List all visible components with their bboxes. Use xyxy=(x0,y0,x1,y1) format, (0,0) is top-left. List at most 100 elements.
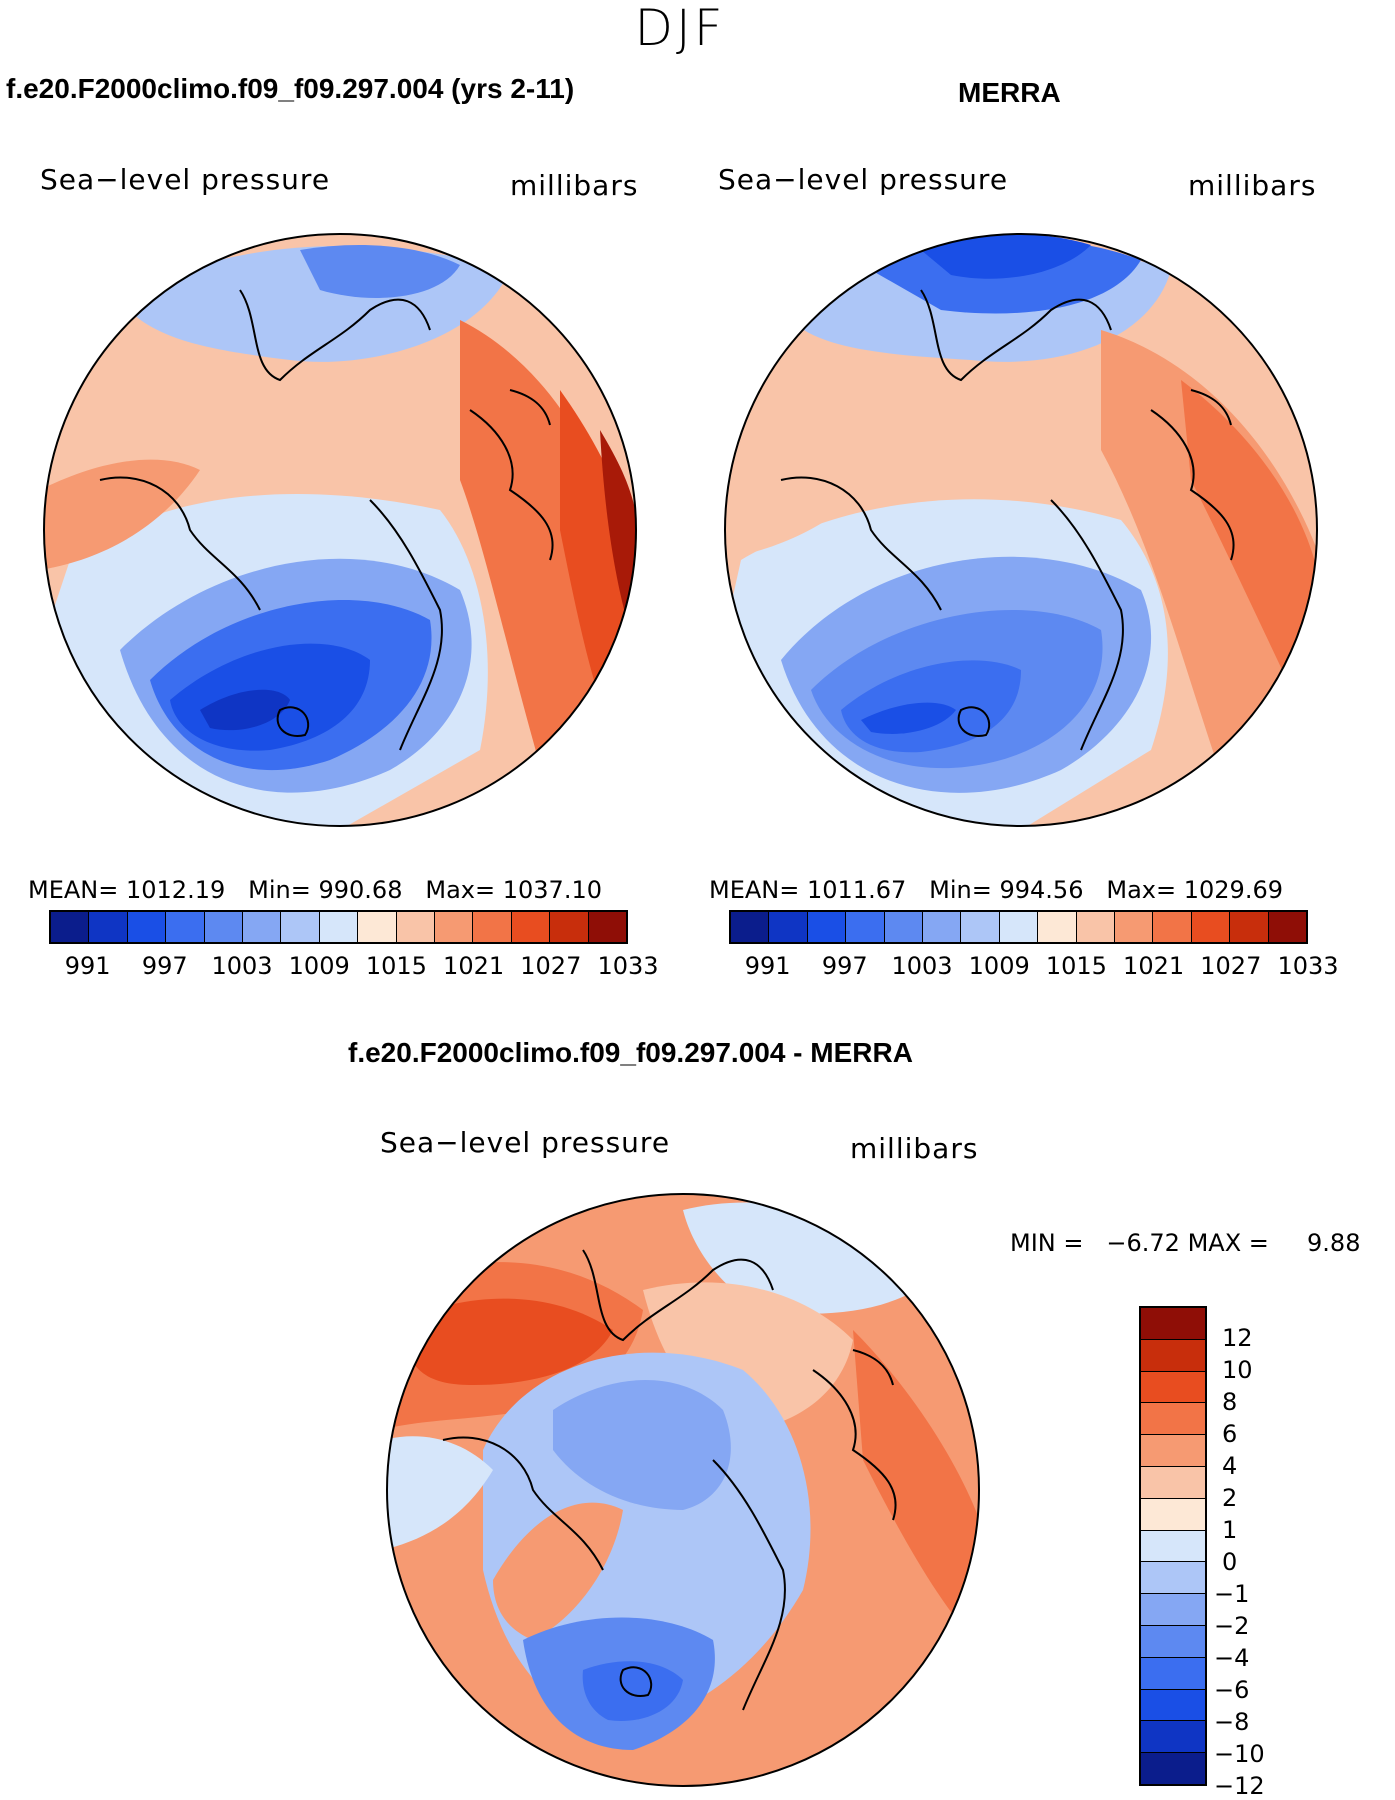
diff-colorbar-tick-label: 4 xyxy=(1222,1452,1238,1480)
panel1-coastlines xyxy=(99,289,554,751)
panel1-mean-label: MEAN= xyxy=(28,876,119,904)
panel1-colorbar-swatch xyxy=(550,912,589,942)
panel1-colorbar-swatch xyxy=(281,912,320,942)
diff-colorbar-tick-label: 0 xyxy=(1222,1548,1238,1576)
diff-field-asia-core xyxy=(403,1298,613,1385)
panel1-field-pacific-low-core xyxy=(300,245,460,298)
panel2-colorbar-swatch xyxy=(1115,912,1154,942)
panel2-colorbar-swatch xyxy=(807,912,847,942)
panel2-colorbar-swatch xyxy=(1191,912,1231,942)
panel1-colorbar-tick-label: 1003 xyxy=(211,952,273,980)
panel2-colorbar-tick-label: 1033 xyxy=(1277,952,1339,980)
panel2-colorbar-swatch xyxy=(1076,912,1116,942)
panel1-polar-map xyxy=(43,233,637,827)
panel1-stats: MEAN= 1012.19 Min= 990.68 Max= 1037.10 xyxy=(28,875,602,905)
panel1-field-west-band xyxy=(44,459,200,570)
diff-max-label: MAX = xyxy=(1187,1229,1269,1257)
panel1-colorbar-swatch xyxy=(166,912,205,942)
diff-colorbar-swatch xyxy=(1141,1308,1205,1340)
diff-colorbar-swatch xyxy=(1141,1625,1205,1658)
diff-coastlines xyxy=(442,1249,897,1711)
panel1-colorbar-swatch xyxy=(396,912,436,942)
panel1-colorbar-tick-label: 1015 xyxy=(365,952,427,980)
panel2-min-value: 994.56 xyxy=(999,876,1084,904)
panel1-colorbar-swatch xyxy=(511,912,551,942)
panel2-mean-value: 1011.67 xyxy=(807,876,907,904)
panel2-colorbar-swatch xyxy=(961,912,1000,942)
panel1-colorbar-swatch xyxy=(127,912,167,942)
diff-units-label: millibars xyxy=(850,1132,979,1165)
panel1-colorbar-swatch xyxy=(588,912,627,942)
diff-colorbar-swatch xyxy=(1141,1403,1205,1436)
panel1-field-icelandic-low-core xyxy=(200,689,290,731)
panel1-colorbar-swatch xyxy=(319,912,359,942)
panel2-colorbar-tick-label: 1009 xyxy=(968,952,1030,980)
diff-max-value: 9.88 xyxy=(1307,1229,1361,1257)
diff-field-arctic-inner xyxy=(553,1380,731,1510)
diff-colorbar-swatch xyxy=(1141,1339,1205,1372)
panel2-coastlines xyxy=(780,289,1235,751)
panel2-colorbar-swatch xyxy=(999,912,1039,942)
panel1-colorbar-swatch xyxy=(89,912,128,942)
diff-colorbar-swatch xyxy=(1141,1530,1205,1563)
panel2-field-pacific-low-deep xyxy=(921,234,1091,279)
diff-colorbar-tick-label: −4 xyxy=(1214,1644,1250,1672)
diff-field-atlantic-core xyxy=(582,1661,683,1721)
diff-colorbar-swatch xyxy=(1141,1657,1205,1690)
panel2-max-label: Max= xyxy=(1106,876,1177,904)
diff-colorbar-tick-label: 6 xyxy=(1222,1420,1238,1448)
panel2-colorbar-tick-label: 1021 xyxy=(1123,952,1185,980)
panel2-colorbar-swatch xyxy=(846,912,885,942)
panel2-variable-label: Sea−level pressure xyxy=(718,163,1009,196)
panel1-colorbar-tick-label: 1027 xyxy=(520,952,582,980)
panel2-field-siberian-high-core xyxy=(1181,380,1317,750)
panel1-max-label: Max= xyxy=(425,876,496,904)
panel2-field-west-band xyxy=(725,465,871,560)
diff-min-value: −6.72 xyxy=(1106,1229,1180,1257)
panel1-colorbar-tick-label: 1033 xyxy=(597,952,659,980)
diff-field-pacific xyxy=(683,1202,943,1314)
diff-colorbar-swatch xyxy=(1141,1498,1205,1531)
panel1-colorbar-swatch xyxy=(243,912,282,942)
diff-colorbar-swatch xyxy=(1141,1371,1205,1404)
diff-colorbar-tick-label: 12 xyxy=(1222,1324,1253,1352)
panel2-colorbar-tick-label: 1003 xyxy=(891,952,953,980)
panel2-colorbar-swatch xyxy=(769,912,808,942)
diff-colorbar-swatch xyxy=(1141,1435,1205,1467)
diff-colorbar xyxy=(1139,1306,1207,1786)
panel2-colorbar-tick-label: 1027 xyxy=(1200,952,1262,980)
diff-title: f.e20.F2000climo.f09_f09.297.004 - MERRA xyxy=(348,1037,913,1068)
panel1-colorbar-swatch xyxy=(204,912,244,942)
diff-colorbar-swatch xyxy=(1141,1466,1205,1499)
panel1-colorbar-swatch xyxy=(358,912,397,942)
panel2-field-icelandic-low-core xyxy=(861,702,956,734)
panel2-polar-map xyxy=(724,233,1318,827)
panel1-variable-label: Sea−level pressure xyxy=(40,163,331,196)
diff-colorbar-tick-label: 2 xyxy=(1222,1484,1238,1512)
panel2-colorbar-tick-label: 991 xyxy=(744,952,791,980)
diff-colorbar-swatch xyxy=(1141,1562,1205,1595)
panel1-colorbar-swatch xyxy=(473,912,512,942)
diff-colorbar-tick-label: 10 xyxy=(1222,1356,1253,1384)
diff-colorbar-swatch xyxy=(1141,1594,1205,1626)
diff-field-west-pale xyxy=(387,1436,493,1550)
panel1-units-label: millibars xyxy=(510,169,639,202)
diff-colorbar-swatch xyxy=(1141,1689,1205,1722)
panel2-mean-label: MEAN= xyxy=(709,876,800,904)
panel2-max-value: 1029.69 xyxy=(1183,876,1283,904)
diff-colorbar-tick-label: −8 xyxy=(1214,1708,1250,1736)
panel2-units-label: millibars xyxy=(1188,169,1317,202)
diff-colorbar-tick-label: −6 xyxy=(1214,1676,1250,1704)
panel2-colorbar-swatch xyxy=(884,912,924,942)
panel2-colorbar-swatch xyxy=(923,912,962,942)
diff-polar-map xyxy=(386,1193,980,1787)
panel2-colorbar-swatch xyxy=(1268,912,1307,942)
diff-colorbar-tick-label: −1 xyxy=(1214,1580,1250,1608)
diff-colorbar-tick-label: −10 xyxy=(1214,1740,1265,1768)
diff-field-greenland xyxy=(493,1502,623,1640)
diff-variable-label: Sea−level pressure xyxy=(380,1126,671,1159)
panel2-colorbar-tick-label: 997 xyxy=(821,952,868,980)
panel2-stats: MEAN= 1011.67 Min= 994.56 Max= 1029.69 xyxy=(709,875,1283,905)
panel1-colorbar xyxy=(49,910,628,944)
diff-min-label: MIN = xyxy=(1010,1229,1084,1257)
